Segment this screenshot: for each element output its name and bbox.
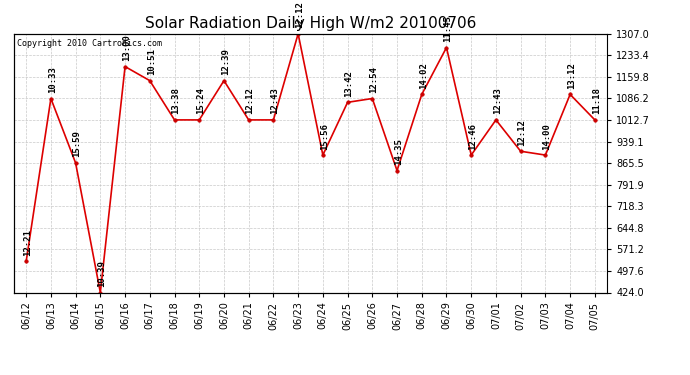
Text: 10:33: 10:33 (48, 66, 57, 93)
Text: 12:21: 12:21 (23, 229, 32, 256)
Text: 13:00: 13:00 (122, 34, 131, 61)
Text: 12:43: 12:43 (493, 87, 502, 114)
Text: 12:12: 12:12 (295, 2, 304, 28)
Text: 14:02: 14:02 (419, 62, 428, 89)
Text: 12:46: 12:46 (468, 123, 477, 150)
Text: 11:45: 11:45 (444, 15, 453, 42)
Text: 15:59: 15:59 (72, 130, 81, 158)
Text: 15:56: 15:56 (319, 123, 328, 150)
Title: Solar Radiation Daily High W/m2 20100706: Solar Radiation Daily High W/m2 20100706 (145, 16, 476, 31)
Text: 15:24: 15:24 (196, 87, 205, 114)
Text: 12:39: 12:39 (221, 48, 230, 75)
Text: 13:38: 13:38 (171, 87, 180, 114)
Text: 10:51: 10:51 (147, 48, 156, 75)
Text: 10:39: 10:39 (97, 260, 106, 287)
Text: Copyright 2010 Cartronics.com: Copyright 2010 Cartronics.com (17, 39, 161, 48)
Text: 12:54: 12:54 (369, 66, 378, 93)
Text: 12:12: 12:12 (246, 87, 255, 114)
Text: 14:35: 14:35 (394, 138, 403, 165)
Text: 13:42: 13:42 (344, 70, 353, 97)
Text: 12:43: 12:43 (270, 87, 279, 114)
Text: 14:00: 14:00 (542, 123, 551, 150)
Text: 13:12: 13:12 (567, 62, 576, 89)
Text: 12:12: 12:12 (518, 119, 526, 146)
Text: 11:18: 11:18 (592, 87, 601, 114)
